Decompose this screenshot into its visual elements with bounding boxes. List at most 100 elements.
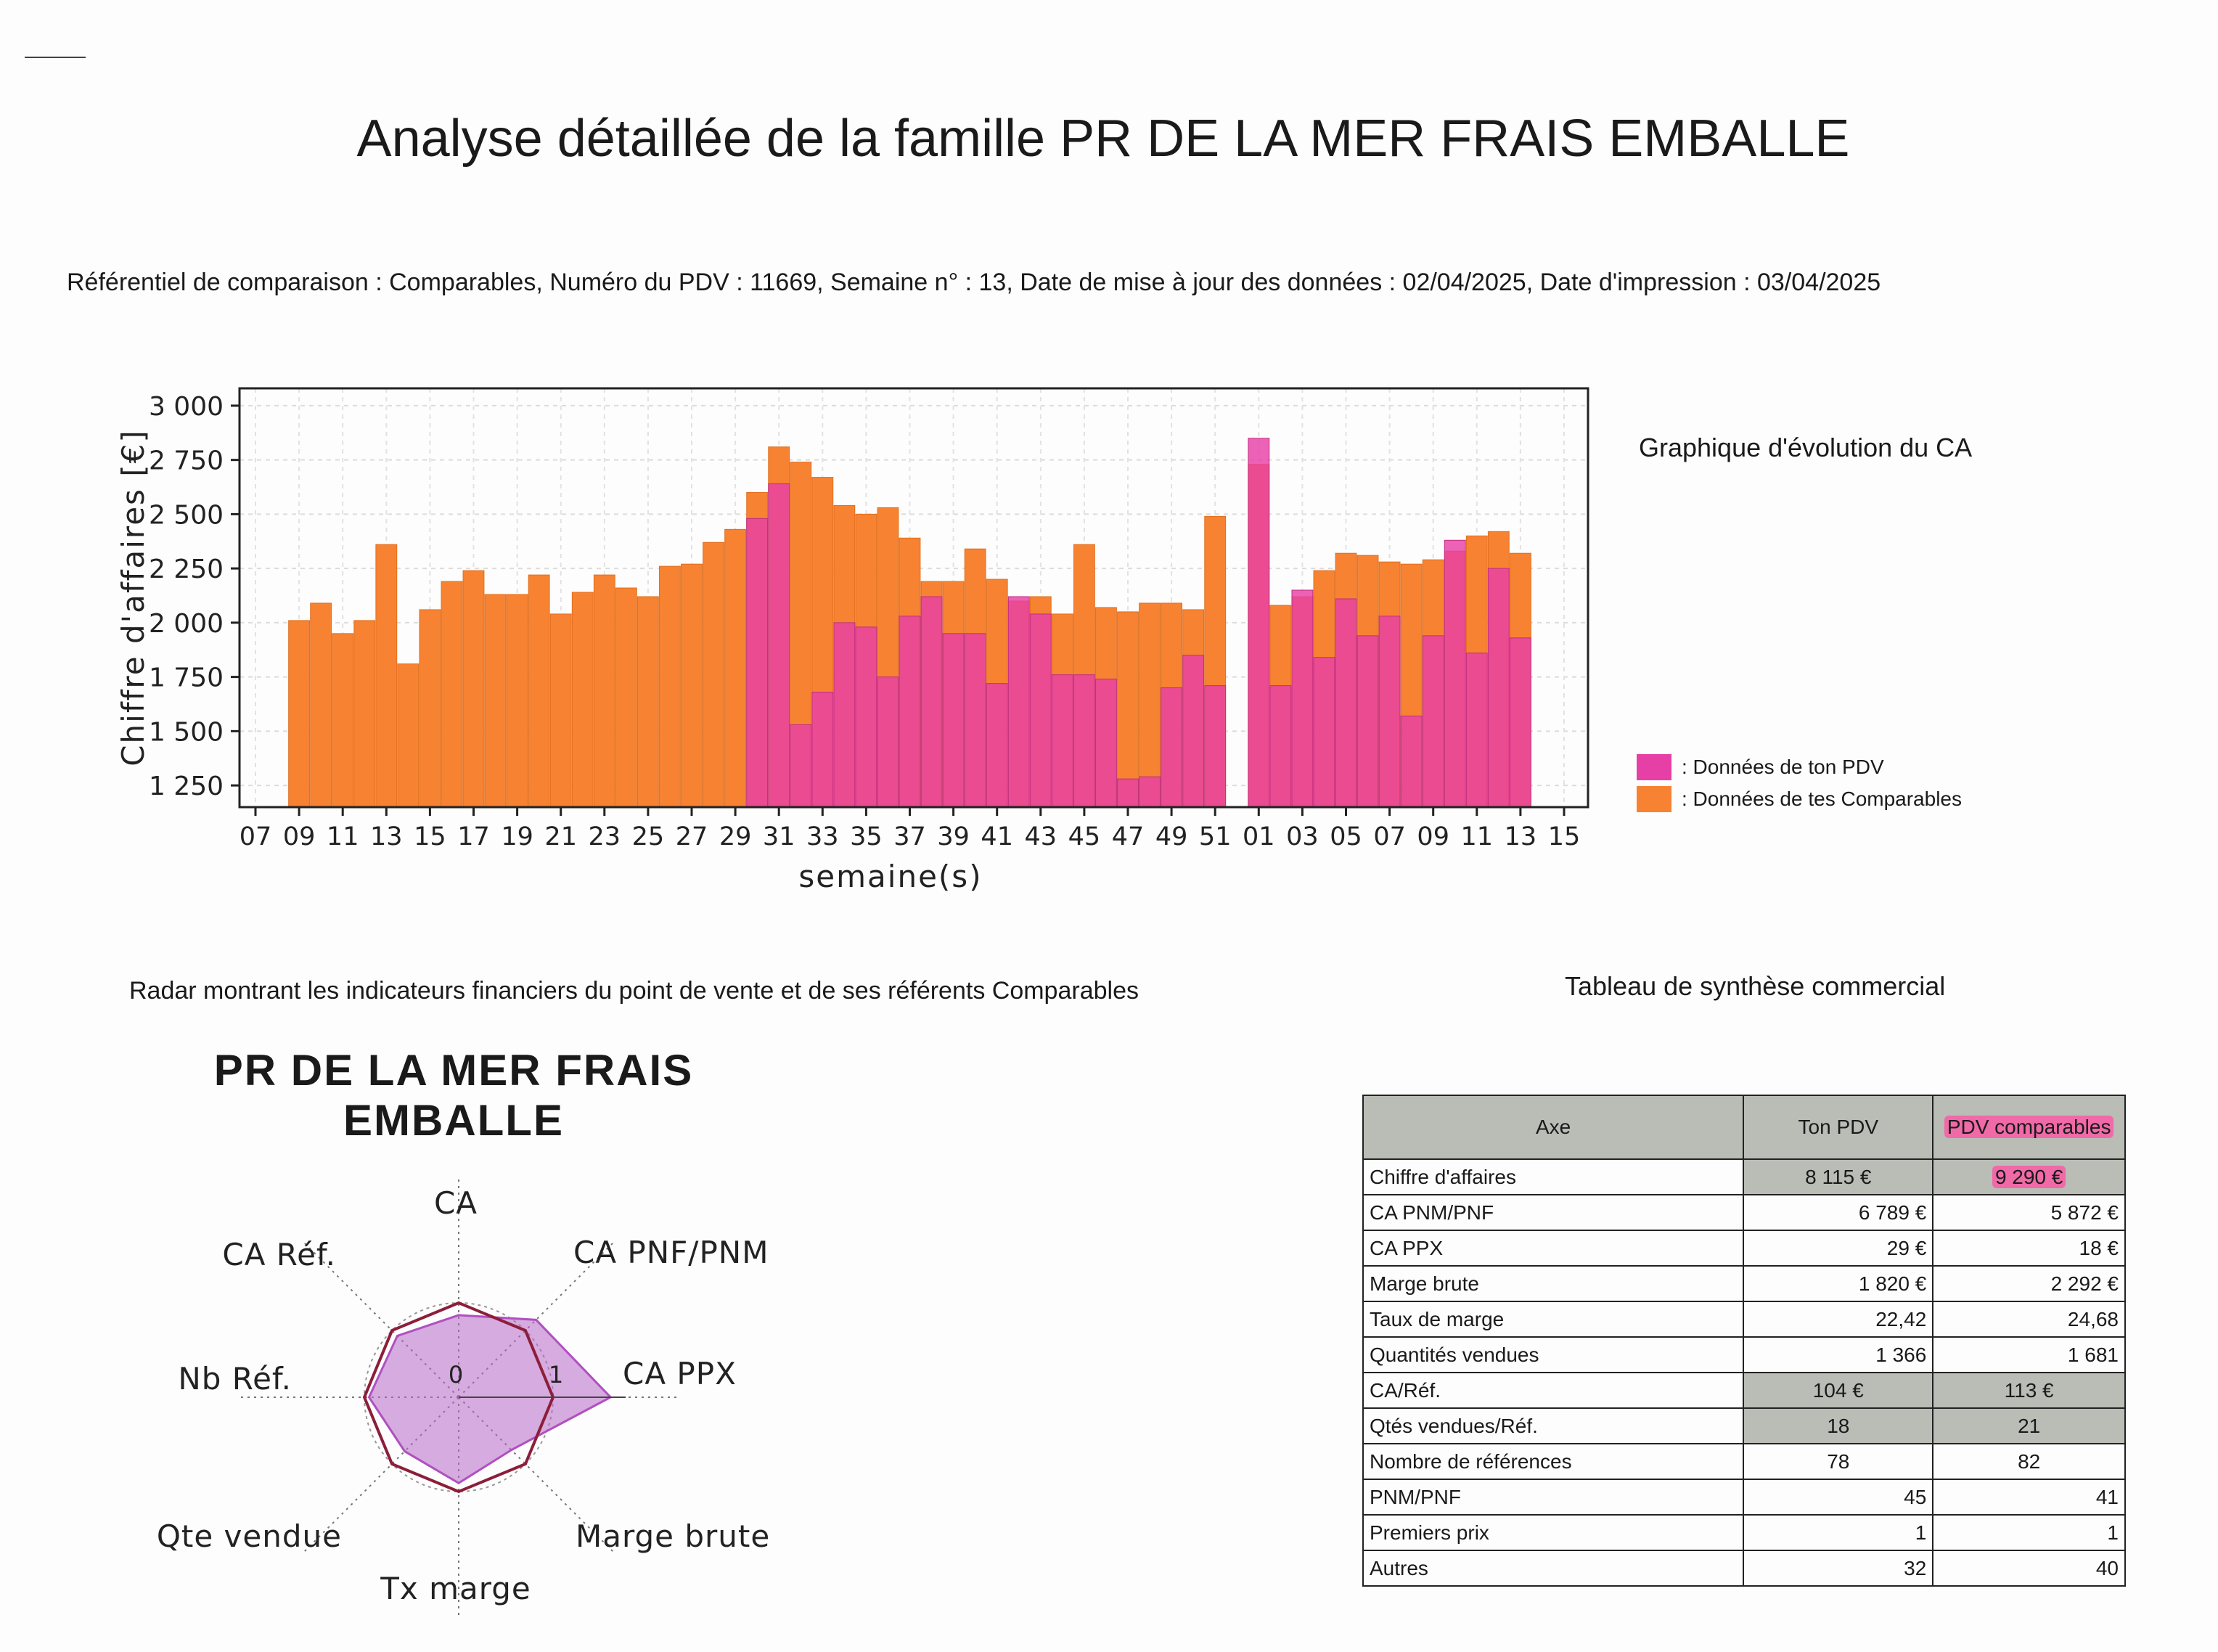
- header-axe: Axe: [1362, 1095, 1745, 1160]
- x-tick-label: 43: [1025, 822, 1057, 851]
- x-tick-label: 25: [632, 822, 665, 851]
- row-value-pdv: 29 €: [1743, 1230, 1934, 1267]
- x-tick-label: 07: [240, 822, 272, 851]
- x-tick-label: 03: [1286, 822, 1319, 851]
- bar-pdv: [1291, 589, 1314, 808]
- bar-pdv: [1356, 635, 1379, 808]
- ca-evolution-chart: 1 250 1 500 1 750 2 000 2 250 2 500 2 750 3 000…: [115, 387, 1589, 894]
- x-tick-label: 45: [1068, 822, 1101, 851]
- y-axis-label: Chiffre d'affaires [€]: [115, 429, 151, 766]
- row-value-pdv: 1 820 €: [1743, 1265, 1934, 1302]
- bar-pdv: [1400, 715, 1423, 808]
- bar-pdv: [1204, 685, 1227, 808]
- bar-comparables: [419, 609, 441, 808]
- row-value-pdv: 104 €: [1743, 1372, 1934, 1409]
- bar-pdv: [986, 683, 1008, 808]
- x-tick-label: 17: [457, 822, 490, 851]
- bar-comparables: [593, 574, 615, 808]
- bar-comparables: [353, 620, 376, 808]
- legend-label-comparables: : Données de tes Comparables: [1682, 788, 1962, 810]
- x-tick-label: 15: [1548, 822, 1581, 851]
- x-tick-label: 13: [1505, 822, 1537, 851]
- bar-pdv: [790, 724, 812, 808]
- bar-comparables: [1139, 602, 1161, 808]
- table-row: CA/Réf. 104 € 113 €: [1362, 1372, 2126, 1409]
- x-tick-label: 13: [370, 822, 403, 851]
- x-tick-label: 01: [1243, 822, 1275, 851]
- table-row: Autres 32 40: [1362, 1550, 2126, 1587]
- x-tick-label: 37: [893, 822, 926, 851]
- bar-comparables: [571, 592, 594, 808]
- header-pdv-comparables: PDV comparables: [1932, 1095, 2126, 1160]
- bar-comparables: [528, 574, 550, 808]
- x-tick-label: 35: [850, 822, 883, 851]
- x-tick-label: 33: [806, 822, 839, 851]
- radar-caption: Radar montrant les indicateurs financier…: [129, 977, 1139, 1005]
- radar-heading-line2: EMBALLE: [343, 1096, 564, 1145]
- row-label: Chiffre d'affaires: [1362, 1158, 1745, 1195]
- bar-pdv: [1378, 616, 1401, 808]
- row-value-comparables: 9 290 €: [1932, 1158, 2126, 1195]
- bar-pdv: [1248, 438, 1270, 808]
- x-tick-label: 23: [589, 822, 621, 851]
- x-tick-label: 39: [937, 822, 970, 851]
- radar-axis-label: Marge brute: [576, 1518, 770, 1554]
- row-value-comparables: 1 681: [1932, 1336, 2126, 1373]
- row-value-pdv: 45: [1743, 1479, 1934, 1516]
- row-label: Quantités vendues: [1362, 1336, 1745, 1373]
- radar-axis-label: Qte vendue: [157, 1518, 342, 1554]
- x-tick-label: 49: [1155, 822, 1188, 851]
- bar-pdv: [920, 596, 943, 808]
- table-caption: Tableau de synthèse commercial: [1565, 971, 1946, 1001]
- x-tick-label: 41: [981, 822, 1013, 851]
- bar-comparables: [637, 596, 659, 808]
- legend-swatch-comparables: [1637, 786, 1671, 812]
- chart-caption: Graphique d'évolution du CA: [1639, 433, 1973, 462]
- bar-comparables: [549, 613, 572, 808]
- page-title: Analyse détaillée de la famille PR DE LA…: [356, 110, 1850, 168]
- row-value-pdv: 78: [1743, 1443, 1934, 1480]
- bar-pdv: [1444, 539, 1466, 808]
- bar-comparables: [681, 563, 703, 808]
- x-tick-label: 09: [1417, 822, 1449, 851]
- bar-pdv: [768, 483, 790, 808]
- row-value-comparables: 24,68: [1932, 1301, 2126, 1338]
- radar-heading: PR DE LA MER FRAIS EMBALLE: [109, 1045, 798, 1145]
- bar-comparables: [506, 594, 528, 808]
- radar-axis-label: Tx marge: [380, 1571, 531, 1606]
- row-label: Nombre de références: [1362, 1443, 1745, 1480]
- row-label: CA PPX: [1362, 1230, 1745, 1267]
- x-tick-label: 15: [414, 822, 446, 851]
- bar-pdv: [1465, 653, 1488, 808]
- row-label: Taux de marge: [1362, 1301, 1745, 1338]
- x-tick-label: 21: [544, 822, 577, 851]
- table-row: CA PPX 29 € 18 €: [1362, 1230, 2126, 1267]
- row-value-comparables-text: 9 290 €: [1992, 1165, 2066, 1188]
- table-row: Quantités vendues 1 366 1 681: [1362, 1336, 2126, 1373]
- bar-pdv: [746, 518, 769, 808]
- row-value-pdv: 32: [1743, 1550, 1934, 1587]
- bar-pdv: [1269, 685, 1292, 808]
- bar-pdv: [942, 633, 965, 808]
- bar-comparables: [310, 602, 332, 808]
- x-tick-label: 07: [1373, 822, 1406, 851]
- x-tick-label: 51: [1199, 822, 1232, 851]
- radar-axis-label: CA PPX: [623, 1356, 737, 1391]
- bar-pdv: [1029, 613, 1052, 808]
- x-tick-label: 11: [327, 822, 359, 851]
- x-tick-label: 09: [283, 822, 316, 851]
- radar-heading-line1: PR DE LA MER FRAIS: [213, 1046, 694, 1095]
- bar-pdv: [855, 626, 877, 808]
- bar-pdv: [1139, 776, 1161, 808]
- row-label: CA/Réf.: [1362, 1372, 1745, 1409]
- bar-comparables: [332, 633, 354, 808]
- table-row: CA PNM/PNF 6 789 € 5 872 €: [1362, 1194, 2126, 1231]
- row-label: PNM/PNF: [1362, 1479, 1745, 1516]
- row-value-comparables: 113 €: [1932, 1372, 2126, 1409]
- x-tick-label: 31: [763, 822, 795, 851]
- radar-axis-label: Nb Réf.: [178, 1361, 292, 1397]
- x-axis-label: semaine(s): [798, 859, 982, 894]
- y-tick-label: 2 250: [149, 555, 224, 584]
- bar-pdv: [1007, 596, 1030, 808]
- table-row: Chiffre d'affaires 8 115 € 9 290 €: [1362, 1158, 2126, 1195]
